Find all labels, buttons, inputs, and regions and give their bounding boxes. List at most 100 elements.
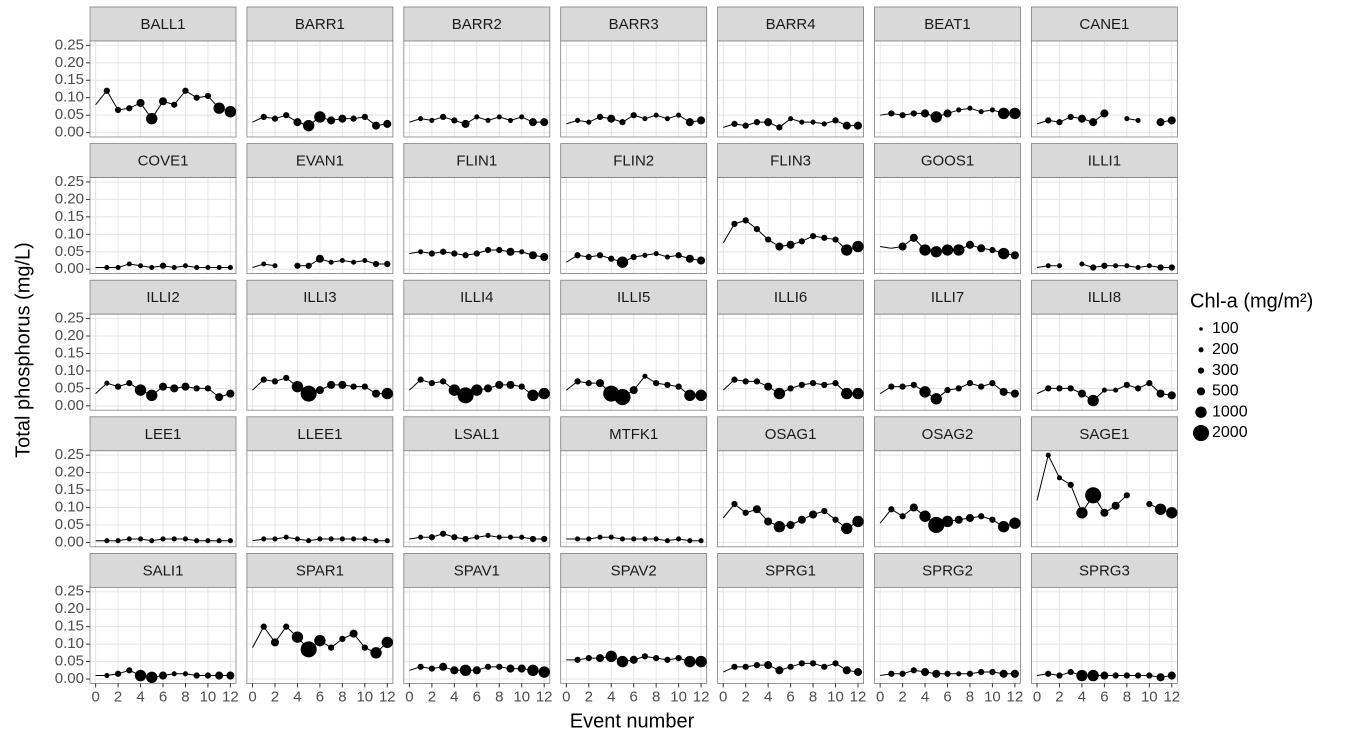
data-point — [149, 264, 155, 271]
y-tick-label: 0.05 — [55, 106, 84, 123]
data-point — [1067, 668, 1074, 676]
data-point — [517, 664, 526, 673]
data-point — [302, 119, 315, 132]
panel: SPAV2 0 2 4 6 8 10 12 — [560, 553, 709, 705]
strip-label: ILLI1 — [1088, 153, 1121, 170]
data-point — [619, 119, 626, 126]
data-point — [1123, 492, 1130, 499]
data-point — [428, 380, 435, 387]
panel-border — [246, 450, 394, 548]
data-point — [653, 112, 659, 118]
legend-key — [1198, 347, 1204, 353]
data-point — [1079, 261, 1085, 267]
data-point — [137, 536, 144, 542]
x-tick-label: 4 — [921, 688, 929, 705]
x-tick-label: 8 — [181, 688, 189, 705]
panel: BARR1 — [246, 6, 394, 138]
data-point — [977, 244, 986, 253]
data-point — [528, 118, 537, 127]
panel: ILLI1 — [1031, 143, 1178, 275]
panel: FLIN2 — [560, 143, 708, 275]
data-point — [989, 107, 995, 113]
panel-border — [717, 177, 864, 275]
strip-label: BARR4 — [766, 16, 816, 33]
data-point — [115, 538, 121, 544]
panel-border — [403, 177, 551, 275]
data-point — [653, 654, 660, 662]
data-point — [773, 521, 786, 533]
panel: LLEE1 — [246, 416, 394, 548]
strip-label: ILLI7 — [931, 289, 964, 306]
data-point — [114, 383, 122, 390]
y-tick-label: 0.20 — [55, 464, 84, 481]
data-point — [675, 252, 682, 259]
data-point — [1100, 671, 1109, 680]
data-point — [1100, 508, 1109, 517]
data-point — [300, 641, 317, 658]
panel: OSAG1 — [717, 416, 864, 548]
strip-label: BARR2 — [452, 16, 502, 33]
panel-border — [1031, 177, 1178, 275]
data-point — [496, 246, 503, 254]
data-point — [574, 378, 581, 385]
y-tick-label: 0.00 — [55, 533, 84, 550]
data-point — [888, 506, 895, 513]
data-point — [294, 262, 301, 269]
strip — [717, 416, 864, 452]
data-point — [585, 380, 592, 387]
data-point — [1087, 394, 1099, 407]
strip — [403, 143, 551, 179]
data-point — [1010, 389, 1019, 398]
data-point — [909, 233, 918, 242]
data-point — [193, 385, 200, 392]
data-point — [786, 520, 795, 530]
data-point — [149, 538, 155, 544]
data-point — [383, 119, 392, 128]
data-point — [919, 510, 931, 522]
x-tick-label: 8 — [652, 688, 660, 705]
data-point — [540, 118, 549, 127]
x-tick-label: 10 — [200, 688, 217, 705]
data-point — [997, 107, 1010, 120]
data-point — [574, 656, 581, 663]
strip-label: GOOS1 — [921, 153, 974, 170]
data-point — [1087, 669, 1099, 682]
data-point — [291, 380, 304, 393]
strip — [1031, 279, 1178, 315]
data-point — [339, 635, 346, 643]
strip — [246, 279, 394, 315]
data-point — [753, 378, 761, 385]
data-point — [182, 671, 189, 677]
data-point — [418, 116, 424, 122]
data-point — [821, 381, 828, 389]
x-tick-label: 0 — [876, 688, 884, 705]
data-point — [731, 500, 738, 508]
data-point — [294, 536, 300, 542]
strip-label: ILLI8 — [1088, 289, 1121, 306]
data-point — [418, 534, 424, 540]
data-point — [1045, 263, 1051, 269]
data-point — [787, 663, 794, 670]
legend-title: Chl-a (mg/m²) — [1190, 290, 1313, 312]
data-point — [1100, 109, 1109, 118]
y-tick-label: 0.20 — [55, 327, 84, 344]
x-tick-label: 10 — [984, 688, 1001, 705]
panel-border — [874, 177, 1021, 275]
data-point — [104, 380, 110, 386]
data-point — [1090, 264, 1097, 271]
legend-label: 1000 — [1212, 403, 1248, 420]
panel-border — [874, 40, 1021, 138]
x-tick-label: 0 — [719, 688, 727, 705]
data-point — [1045, 452, 1051, 458]
y-tick-label: 0.20 — [55, 190, 84, 207]
x-tick-label: 2 — [742, 688, 750, 705]
data-point — [1113, 387, 1119, 393]
data-point — [941, 244, 954, 256]
data-point — [965, 513, 974, 523]
x-tick-label: 10 — [670, 688, 687, 705]
data-point — [272, 536, 278, 542]
panel-border — [717, 313, 864, 411]
data-point — [384, 260, 391, 268]
panel: OSAG2 — [874, 416, 1021, 548]
data-point — [731, 376, 738, 383]
